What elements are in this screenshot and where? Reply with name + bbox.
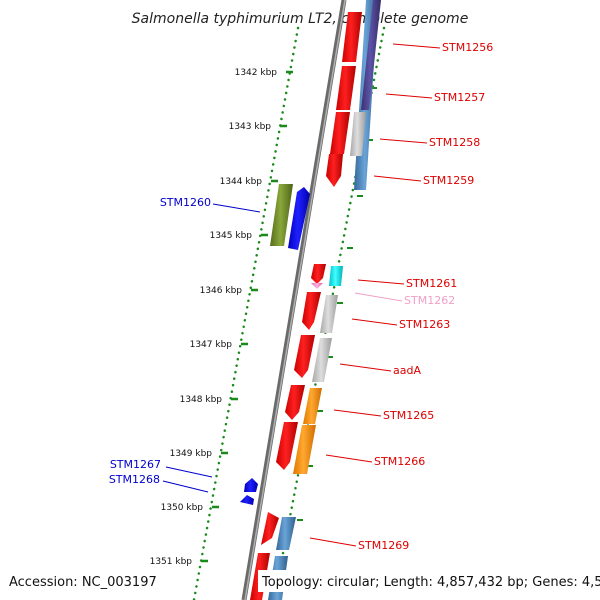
accession-label: Accession: NC_003197 — [9, 575, 157, 590]
gene-arrow-stm1268 — [240, 495, 254, 505]
gene-label-connector — [385, 93, 433, 99]
kbp-label: 1343 kbp — [229, 122, 272, 132]
kbp-label: 1344 kbp — [220, 177, 263, 187]
gene-arrow-stm1267 — [244, 478, 258, 492]
gene-label-stm1269[interactable]: STM1269 — [358, 539, 409, 552]
gene-label-stm1260[interactable]: STM1260 — [160, 196, 211, 209]
gene-label-connector — [165, 466, 213, 478]
gene-arrow-stm1262 — [311, 283, 323, 289]
kbp-label: 1342 kbp — [235, 68, 278, 78]
gene-arrow-stm1266 — [276, 422, 298, 470]
gene-gray-stm1263 — [320, 295, 338, 333]
gene-label-aada[interactable]: aadA — [393, 364, 421, 377]
gene-label-connector — [373, 175, 422, 182]
gene-arrow-stm1256 — [342, 12, 362, 62]
gene-label-stm1257[interactable]: STM1257 — [434, 91, 485, 104]
genome-backbone — [241, 0, 347, 600]
gene-arrow-stm1259 — [326, 154, 343, 187]
gene-strip-gray-top — [350, 112, 366, 156]
gene-label-connector — [354, 292, 403, 302]
gene-arrow-stm1261 — [311, 264, 326, 284]
gene-label-connector — [357, 279, 405, 285]
gene-arrow-stm1269 — [261, 512, 279, 545]
gene-label-connector — [351, 318, 398, 326]
ruler-dotted-line — [192, 26, 300, 600]
gene-labels: STM1260 STM1267 STM1268 STM1256 STM1257 STM12… — [109, 41, 493, 552]
kbp-label: 1346 kbp — [200, 286, 243, 296]
gene-shapes — [240, 0, 381, 600]
gene-label-stm1265[interactable]: STM1265 — [383, 409, 434, 422]
gene-label-connector — [325, 454, 373, 463]
gene-strip-purple-top — [361, 0, 381, 110]
gene-arrow-stm1265 — [285, 385, 305, 420]
gene-arrow-stm1258 — [330, 112, 350, 154]
gene-gray-aada — [312, 338, 332, 382]
kbp-label: 1349 kbp — [170, 449, 213, 459]
gene-orange-stm1266 — [293, 425, 316, 474]
gene-arrow-stm1263 — [302, 292, 321, 330]
gene-arrow-aada — [294, 335, 315, 378]
gene-label-connector — [212, 203, 261, 213]
kbp-label: 1351 kbp — [150, 557, 193, 567]
kbp-ruler: 1342 kbp 1343 kbp 1344 kbp 1345 kbp 1346 kbp… — [150, 68, 293, 567]
genome-summary: Topology: circular; Length: 4,857,432 bp… — [261, 575, 600, 590]
gene-label-stm1261[interactable]: STM1261 — [406, 277, 457, 290]
gene-label-stm1263[interactable]: STM1263 — [399, 318, 450, 331]
gene-cyan — [329, 266, 343, 286]
gene-arrow-stm1260 — [288, 187, 310, 250]
gene-label-connector — [339, 363, 392, 372]
kbp-label: 1350 kbp — [161, 503, 204, 513]
kbp-label: 1345 kbp — [210, 231, 253, 241]
gene-label-connector — [333, 409, 382, 417]
gene-label-stm1262[interactable]: STM1262 — [404, 294, 455, 307]
gene-label-stm1258[interactable]: STM1258 — [429, 136, 480, 149]
kbp-label: 1347 kbp — [190, 340, 233, 350]
gene-steel-stm1269 — [276, 517, 296, 550]
gene-label-stm1268[interactable]: STM1268 — [109, 473, 160, 486]
gene-orange-stm1265 — [303, 388, 322, 424]
gene-label-stm1259[interactable]: STM1259 — [423, 174, 474, 187]
gene-arrow-stm1257 — [336, 66, 356, 110]
gene-label-stm1256[interactable]: STM1256 — [442, 41, 493, 54]
gene-label-connector — [162, 480, 209, 493]
kbp-label: 1348 kbp — [180, 395, 223, 405]
gene-label-connector — [392, 43, 441, 49]
gene-label-connector — [309, 537, 357, 547]
gene-olive — [270, 184, 293, 246]
map-title: Salmonella typhimurium LT2, complete gen… — [132, 11, 469, 27]
gene-label-connector — [379, 138, 428, 144]
gene-label-stm1267[interactable]: STM1267 — [110, 458, 161, 471]
gene-label-stm1266[interactable]: STM1266 — [374, 455, 425, 468]
